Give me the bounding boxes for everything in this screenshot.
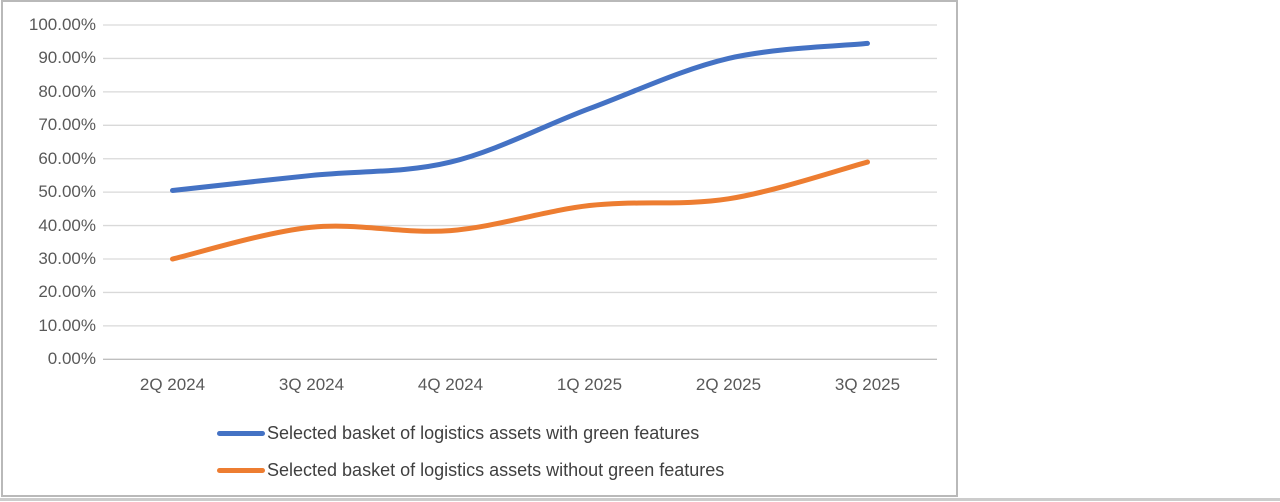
y-tick-label: 0.00% [47, 349, 96, 369]
y-tick-label: 40.00% [38, 215, 96, 235]
x-tick-label: 3Q 2025 [834, 375, 901, 394]
x-tick-label: 4Q 2024 [417, 375, 484, 394]
y-tick-label: 50.00% [38, 182, 96, 202]
x-tick-label: 1Q 2025 [556, 375, 623, 394]
legend-line-swatch-blue [217, 430, 265, 436]
y-tick-label: 70.00% [38, 115, 96, 135]
y-tick-label: 30.00% [38, 249, 96, 268]
legend-item-with-green-features: Selected basket of logistics assets with… [217, 423, 699, 443]
chart-frame-border [1, 0, 958, 497]
legend-label-without-green-features: Selected basket of logistics assets with… [267, 459, 725, 480]
bottom-divider-line [0, 498, 1280, 501]
x-tick-label: 2Q 2025 [695, 375, 762, 394]
y-tick-label: 100.00% [28, 15, 96, 34]
x-tick-label: 3Q 2024 [278, 375, 345, 394]
y-tick-label: 90.00% [38, 48, 96, 68]
y-tick-label: 20.00% [38, 282, 96, 302]
legend-line-swatch-orange [217, 467, 265, 473]
y-tick-label: 10.00% [38, 315, 96, 335]
series-line-1 [170, 159, 870, 262]
legend-label-with-green-features: Selected basket of logistics assets with… [267, 422, 700, 443]
y-tick-label: 60.00% [38, 148, 96, 168]
y-tick-label: 80.00% [38, 81, 96, 101]
x-tick-label: 2Q 2024 [139, 375, 206, 394]
legend-item-without-green-features: Selected basket of logistics assets with… [217, 460, 724, 480]
series-line-0 [170, 40, 870, 193]
